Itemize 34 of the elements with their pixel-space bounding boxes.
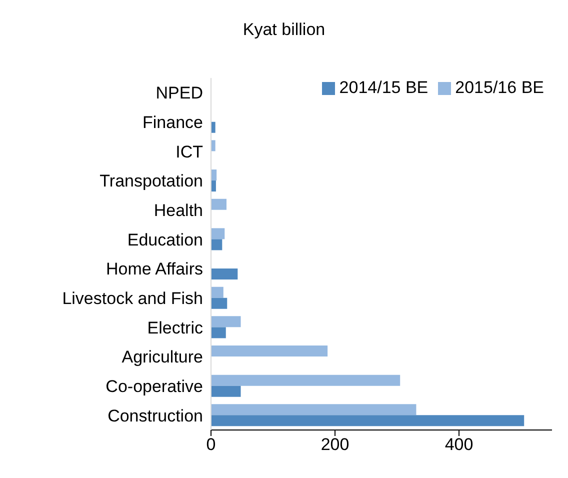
chart-title: Kyat billion <box>242 20 326 40</box>
y-tick-label: Education <box>127 230 203 250</box>
y-tick-label: Home Affairs <box>106 260 203 279</box>
y-tick-label: Livestock and Fish <box>62 289 203 308</box>
y-tick-label: Agriculture <box>122 348 203 367</box>
y-tick-label: Health <box>154 201 203 220</box>
legend-label: 2015/16 BE <box>455 78 544 97</box>
y-tick-label: NPED <box>156 84 203 103</box>
bar <box>211 386 241 397</box>
x-tick-label: 200 <box>320 435 350 454</box>
bar <box>211 198 226 210</box>
bar <box>211 327 226 338</box>
bar <box>211 374 400 386</box>
y-tick-label: Transpotation <box>100 172 203 191</box>
y-tick-label: Finance <box>142 113 203 132</box>
x-tick-label: 0 <box>206 435 216 454</box>
bar <box>211 228 225 240</box>
bar <box>211 268 238 280</box>
bar <box>211 415 524 426</box>
y-tick-label: Electric <box>147 318 204 338</box>
bar <box>211 140 216 152</box>
legend-label: 2014/15 BE <box>339 78 428 97</box>
bar <box>211 298 228 309</box>
bar <box>211 286 224 298</box>
bar <box>211 404 416 416</box>
x-tick-label: 400 <box>444 435 474 454</box>
y-tick-label: ICT <box>176 142 203 162</box>
bar <box>211 346 328 357</box>
bar <box>211 239 222 250</box>
bar <box>211 180 216 192</box>
bar <box>211 316 241 328</box>
y-tick-label: Construction <box>108 406 203 426</box>
y-tick-label: Co-operative <box>106 377 203 396</box>
bar <box>211 122 216 133</box>
